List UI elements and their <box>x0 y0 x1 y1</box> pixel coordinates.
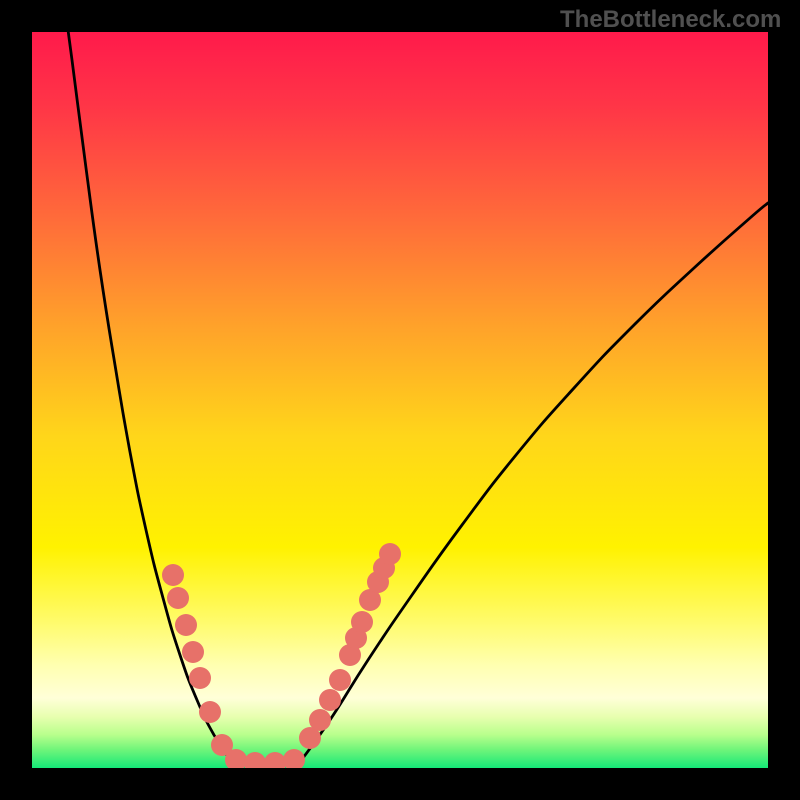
watermark-text: TheBottleneck.com <box>560 6 781 34</box>
plot-background <box>32 32 768 768</box>
chart-root: TheBottleneck.com <box>0 0 800 800</box>
